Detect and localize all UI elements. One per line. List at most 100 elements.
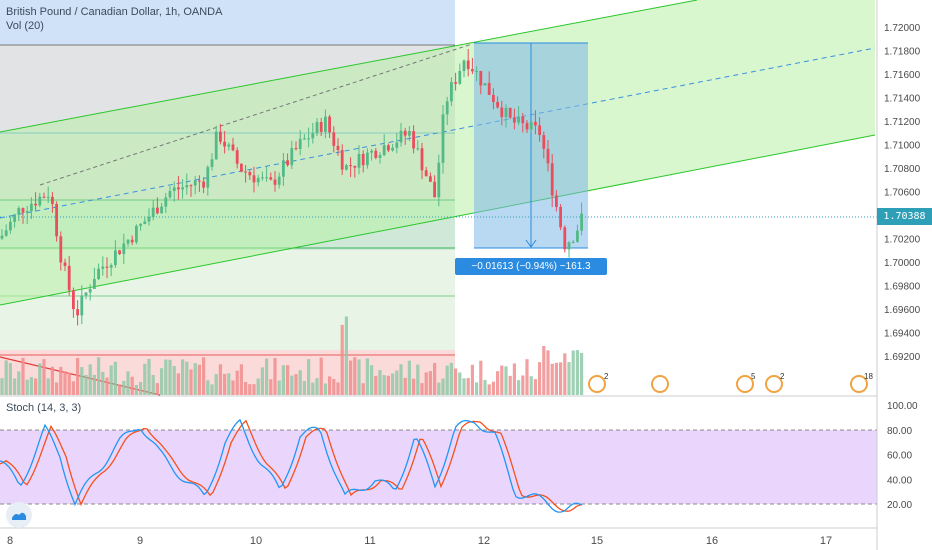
candle-up[interactable] <box>88 288 92 293</box>
candle-up[interactable] <box>261 177 264 179</box>
candle-down[interactable] <box>202 181 205 188</box>
tradingview-logo-icon[interactable] <box>6 502 32 528</box>
candle-down[interactable] <box>374 150 378 158</box>
candle-up[interactable] <box>0 235 4 239</box>
candle-down[interactable] <box>513 117 516 123</box>
candle-up[interactable] <box>4 230 8 236</box>
candle-up[interactable] <box>462 60 466 71</box>
candle-up[interactable] <box>168 191 172 198</box>
candle-down[interactable] <box>130 239 134 243</box>
candle-up[interactable] <box>345 165 348 170</box>
candle-down[interactable] <box>198 180 201 182</box>
candle-down[interactable] <box>240 163 243 172</box>
candle-down[interactable] <box>534 121 537 126</box>
candle-down[interactable] <box>118 250 121 255</box>
candle-up[interactable] <box>114 250 117 266</box>
candle-down[interactable] <box>538 125 541 136</box>
candle-down[interactable] <box>219 131 222 142</box>
candle-down[interactable] <box>177 187 180 190</box>
candle-down[interactable] <box>403 130 407 136</box>
stoch-axis[interactable]: 100.00 80.00 60.00 40.00 20.00 <box>887 401 918 511</box>
candle-down[interactable] <box>72 290 75 310</box>
candle-up[interactable] <box>25 211 29 213</box>
candle-up[interactable] <box>101 266 105 269</box>
candle-up[interactable] <box>277 176 281 185</box>
candle-down[interactable] <box>189 185 193 187</box>
candle-up[interactable] <box>93 279 96 289</box>
candle-down[interactable] <box>336 145 340 151</box>
price-axis[interactable]: 1.72000 1.71800 1.71600 1.71400 1.71200 1.710… <box>884 23 921 363</box>
candle-up[interactable] <box>185 185 189 188</box>
candle-down[interactable] <box>563 227 567 250</box>
candle-down[interactable] <box>412 131 415 149</box>
candle-down[interactable] <box>21 208 25 213</box>
candle-up[interactable] <box>84 292 88 296</box>
candle-up[interactable] <box>307 138 310 140</box>
candle-down[interactable] <box>244 171 247 173</box>
candle-down[interactable] <box>479 71 483 86</box>
candle-up[interactable] <box>298 138 302 149</box>
candle-up[interactable] <box>38 196 42 206</box>
candle-down[interactable] <box>550 163 554 196</box>
candle-up[interactable] <box>46 196 50 198</box>
candle-up[interactable] <box>370 150 373 153</box>
candle-down[interactable] <box>223 141 226 147</box>
candle-down[interactable] <box>521 116 525 124</box>
candle-down[interactable] <box>471 69 474 72</box>
candle-down[interactable] <box>542 135 546 149</box>
candle-down[interactable] <box>248 171 252 176</box>
candle-down[interactable] <box>51 196 54 204</box>
candle-down[interactable] <box>496 101 499 108</box>
candle-down[interactable] <box>55 203 58 237</box>
candle-up[interactable] <box>164 197 168 207</box>
candle-down[interactable] <box>429 176 432 182</box>
candle-up[interactable] <box>256 178 260 183</box>
candle-down[interactable] <box>525 123 529 130</box>
candle-down[interactable] <box>76 309 79 316</box>
candle-up[interactable] <box>160 206 163 214</box>
candle-up[interactable] <box>391 147 394 151</box>
candle-up[interactable] <box>151 207 155 218</box>
candle-down[interactable] <box>67 265 71 291</box>
candle-up[interactable] <box>567 242 571 250</box>
candle-down[interactable] <box>492 94 495 102</box>
candle-up[interactable] <box>181 187 184 190</box>
candle-up[interactable] <box>529 121 533 130</box>
candle-up[interactable] <box>265 177 268 179</box>
candle-up[interactable] <box>193 180 197 186</box>
candle-up[interactable] <box>395 142 399 148</box>
candle-down[interactable] <box>273 179 277 185</box>
candle-down[interactable] <box>235 150 239 164</box>
candle-up[interactable] <box>382 145 386 156</box>
candle-down[interactable] <box>319 122 323 132</box>
candle-up[interactable] <box>399 130 403 143</box>
candle-up[interactable] <box>30 203 33 212</box>
candle-up[interactable] <box>315 122 319 134</box>
candle-up[interactable] <box>135 225 138 243</box>
candle-down[interactable] <box>420 148 424 171</box>
candle-down[interactable] <box>63 262 67 266</box>
candle-down[interactable] <box>231 144 235 151</box>
uk-flag-icon[interactable] <box>588 375 606 393</box>
candle-up[interactable] <box>311 133 315 139</box>
candle-down[interactable] <box>349 165 352 167</box>
uk-flag-icon[interactable] <box>736 375 754 393</box>
candle-up[interactable] <box>206 166 210 188</box>
candle-up[interactable] <box>290 148 294 166</box>
candle-up[interactable] <box>282 160 285 177</box>
candle-down[interactable] <box>105 266 109 268</box>
canada-flag-icon[interactable] <box>651 375 669 393</box>
candle-up[interactable] <box>109 265 113 268</box>
candle-up[interactable] <box>378 155 382 158</box>
candle-up[interactable] <box>576 230 579 242</box>
candle-down[interactable] <box>433 181 436 198</box>
canada-flag-icon[interactable] <box>765 375 783 393</box>
candle-down[interactable] <box>424 170 428 177</box>
candle-up[interactable] <box>9 221 12 231</box>
candle-up[interactable] <box>324 116 327 132</box>
candle-up[interactable] <box>126 239 130 244</box>
candle-up[interactable] <box>80 295 84 316</box>
candle-up[interactable] <box>147 217 151 222</box>
candle-down[interactable] <box>34 203 37 206</box>
